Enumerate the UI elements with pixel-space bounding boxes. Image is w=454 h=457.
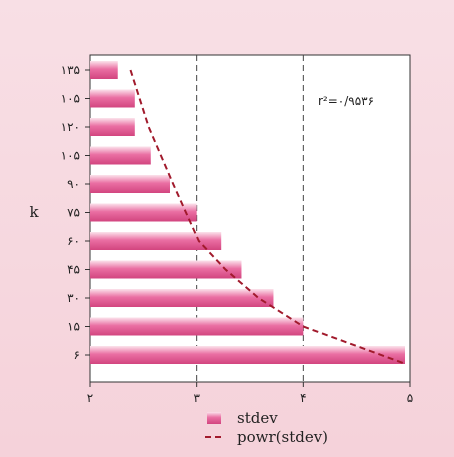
x-tick-label: ۴ — [300, 391, 306, 405]
bar — [90, 232, 222, 250]
y-tick-label: ۱۲۰ — [61, 120, 80, 134]
x-tick-label: ۵ — [407, 391, 413, 405]
y-tick-label: ۴۵ — [67, 263, 80, 277]
bar — [90, 61, 118, 79]
y-tick-label: ۹۰ — [67, 177, 80, 191]
y-tick-label: ۱۰۵ — [61, 149, 80, 163]
bar — [90, 146, 151, 165]
y-tick-label: ۶۰ — [67, 234, 80, 248]
legend-label-bars: stdev — [237, 409, 278, 427]
y-tick-label: ۱۰۵ — [61, 92, 80, 106]
y-tick-label: ۱۳۵ — [61, 63, 80, 77]
legend-bar-swatch — [207, 412, 221, 424]
bar — [90, 175, 170, 193]
bar — [90, 203, 197, 222]
x-tick-label: ۳ — [193, 391, 200, 405]
y-tick-label: ۱۵ — [67, 320, 80, 334]
x-tick-label: ۲ — [87, 391, 93, 405]
r-squared-annotation: r²=۰/۹۵۳۶ — [318, 94, 374, 108]
bar — [90, 346, 405, 364]
bar — [90, 289, 274, 307]
bar — [90, 118, 135, 136]
y-tick-label: ۷۵ — [67, 206, 80, 220]
y-axis-title: k — [29, 203, 39, 221]
y-tick-label: ۶ — [74, 348, 80, 362]
legend-label-line: powr(stdev) — [237, 428, 328, 446]
bar — [90, 260, 242, 279]
bar — [90, 89, 135, 108]
y-tick-label: ۳۰ — [67, 291, 80, 305]
power-fit-line — [129, 69, 406, 365]
bar — [90, 317, 304, 336]
